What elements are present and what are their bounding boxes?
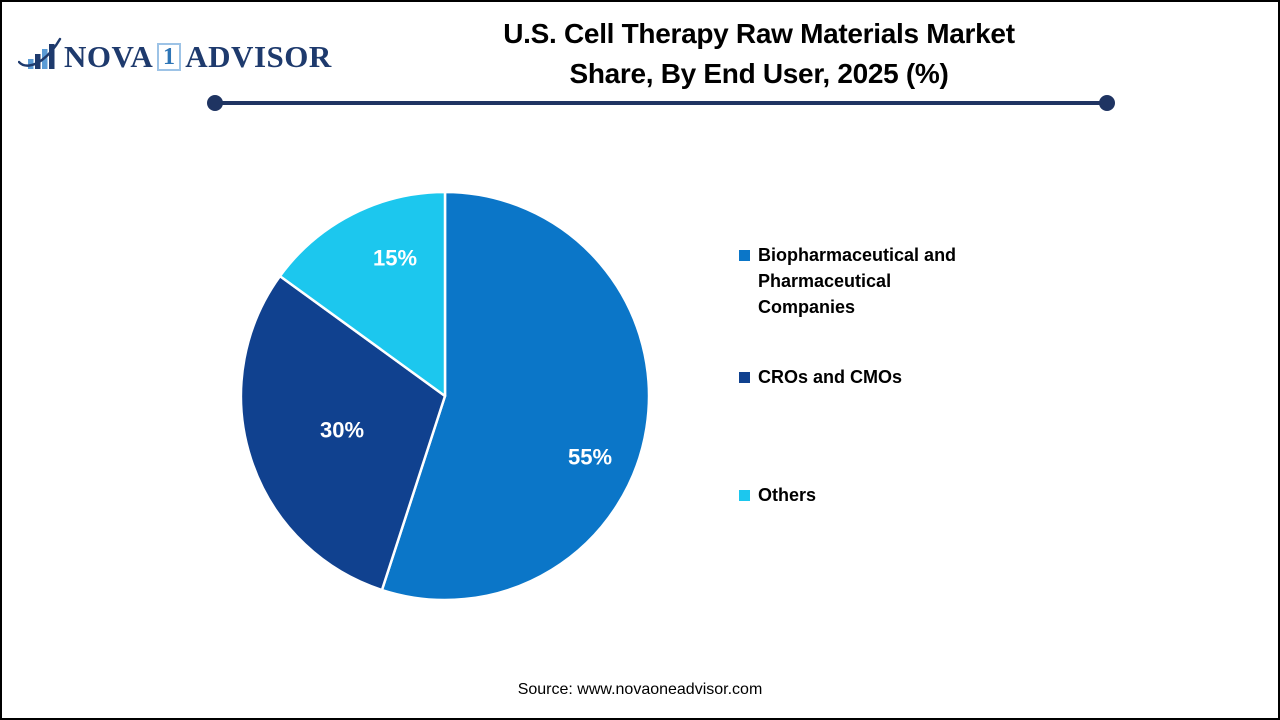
legend-label-others: Others bbox=[758, 485, 817, 505]
legend-item-others: Others bbox=[739, 482, 989, 508]
pie-chart: 55% 30% 15% bbox=[235, 186, 655, 606]
pie-chart-svg: 55% 30% 15% bbox=[239, 190, 651, 602]
legend-item-cros-cmos: CROs and CMOs bbox=[739, 364, 989, 390]
bar-chart-swoosh-icon bbox=[18, 37, 62, 69]
legend-item-biopharma: Biopharmaceutical and Pharmaceutical Com… bbox=[739, 242, 989, 320]
chart-title-line1: U.S. Cell Therapy Raw Materials Market bbox=[503, 18, 1015, 49]
pie-slice-0 bbox=[380, 190, 651, 602]
legend-label-cros-cmos: CROs and CMOs bbox=[758, 367, 903, 387]
pie-slice-2 bbox=[278, 190, 447, 398]
pie-slice-1 bbox=[239, 274, 447, 592]
logo-text-one: 1 bbox=[163, 43, 176, 70]
legend-swatch-biopharma bbox=[739, 250, 750, 261]
title-underline bbox=[215, 101, 1107, 105]
underline-dot-left bbox=[207, 95, 223, 111]
logo-text-nova: NOVA bbox=[64, 39, 154, 74]
chart-title: U.S. Cell Therapy Raw Materials Market S… bbox=[324, 14, 1194, 94]
chart-title-line2: Share, By End User, 2025 (%) bbox=[569, 58, 949, 89]
pie-data-label-0: 55% bbox=[568, 445, 612, 470]
legend-swatch-others bbox=[739, 490, 750, 501]
pie-data-label-1: 30% bbox=[320, 418, 364, 443]
legend-label-biopharma: Biopharmaceutical and Pharmaceutical Com… bbox=[758, 245, 957, 317]
logo-one-badge: 1 bbox=[157, 43, 182, 71]
logo-wordmark: NOVA 1 ADVISOR bbox=[64, 39, 332, 75]
underline-dot-right bbox=[1099, 95, 1115, 111]
nova-advisor-logo: NOVA 1 ADVISOR bbox=[18, 36, 332, 78]
chart-legend: Biopharmaceutical and Pharmaceutical Com… bbox=[739, 242, 989, 508]
source-text: Source: www.novaoneadvisor.com bbox=[517, 681, 763, 698]
legend-swatch-cros-cmos bbox=[739, 372, 750, 383]
logo-text-advisor: ADVISOR bbox=[185, 39, 332, 74]
pie-data-label-2: 15% bbox=[373, 246, 417, 271]
